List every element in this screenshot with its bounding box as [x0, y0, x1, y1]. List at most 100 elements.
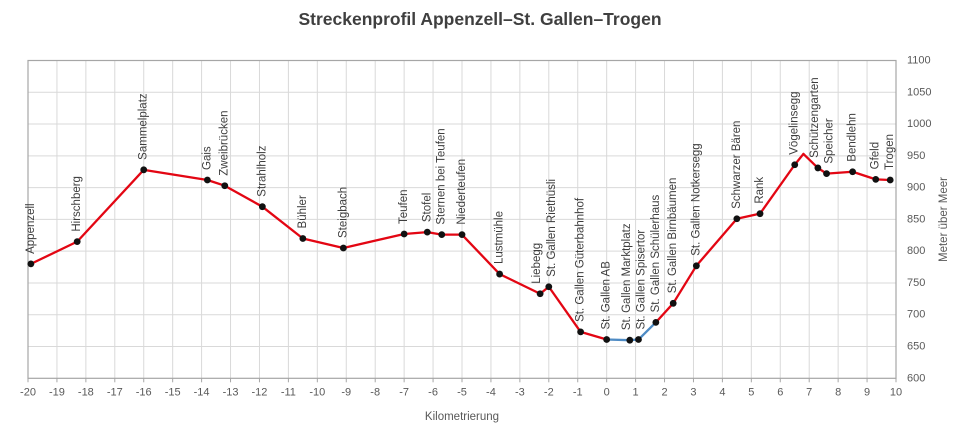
station-marker: [73, 238, 81, 246]
x-tick-label: -8: [370, 386, 380, 398]
profile-segment: [142, 168, 209, 182]
chart-title: Streckenprofil Appenzell–St. Gallen–Trog…: [298, 9, 661, 29]
x-tick-label: 5: [748, 386, 754, 398]
station-label: Zweibrücken: [219, 111, 231, 176]
x-tick-label: -17: [107, 386, 123, 398]
x-tick-label: -12: [252, 386, 268, 398]
x-tick-label: 7: [806, 386, 812, 398]
profile-segment: [851, 170, 877, 181]
profile-segment: [695, 217, 739, 267]
y-tick-label: 700: [907, 309, 925, 321]
station-marker: [652, 318, 660, 326]
profile-segment: [29, 240, 79, 266]
station-marker: [536, 290, 544, 298]
station-marker: [603, 336, 611, 343]
x-tick-label: 8: [835, 386, 841, 398]
profile-segment: [460, 233, 501, 276]
station-marker: [692, 262, 700, 270]
station-label: Bendlehn: [847, 113, 859, 162]
station-label: St. Gallen Riethüsli: [546, 179, 558, 277]
x-tick-label: -13: [223, 386, 239, 398]
profile-segment: [672, 264, 698, 305]
station-label: St. Gallen AB: [601, 261, 613, 330]
station-label: Lustmühle: [494, 211, 506, 264]
station-label: Sternen bei Teufen: [436, 128, 448, 224]
profile-segment: [402, 230, 429, 236]
station-label: Steigbach: [337, 187, 349, 238]
station-label: Schwarzer Bären: [731, 121, 743, 209]
x-tick-label: 3: [690, 386, 696, 398]
station-label: St. Gallen Marktplatz: [621, 223, 633, 330]
y-tick-label: 1050: [907, 86, 931, 98]
x-tick-label: -9: [341, 386, 351, 398]
x-tick-label: -6: [428, 386, 438, 398]
station-label: Sammelplatz: [138, 93, 150, 160]
station-marker: [438, 231, 446, 239]
x-tick-label: -15: [165, 386, 181, 398]
x-tick-label: -1: [573, 386, 583, 398]
x-tick-label: -14: [194, 386, 210, 398]
x-tick-label: 6: [777, 386, 783, 398]
station-label: Hirschberg: [71, 176, 83, 232]
station-marker: [635, 336, 642, 343]
station-marker: [458, 231, 466, 239]
station-label: St. Gallen Notkersegg: [690, 143, 702, 256]
y-axis-label: Meter über Meer: [938, 177, 950, 262]
profile-segment: [261, 205, 305, 240]
profile-segment-city: [605, 338, 631, 342]
x-tick-label: -18: [78, 386, 94, 398]
station-label: Bühler: [297, 195, 309, 228]
station-label: Gais: [201, 146, 213, 170]
profile-segment: [825, 170, 854, 175]
station-marker: [27, 260, 35, 268]
station-marker: [258, 203, 266, 211]
y-tick-label: 750: [907, 277, 925, 289]
x-tick-label: -7: [399, 386, 409, 398]
station-marker: [756, 210, 764, 218]
x-tick-label: 0: [604, 386, 610, 398]
station-marker: [669, 299, 677, 307]
x-tick-label: 4: [719, 386, 725, 398]
x-tick-label: -2: [544, 386, 554, 398]
station-marker: [299, 235, 307, 242]
station-label: Niederteufen: [456, 159, 468, 225]
x-tick-label: -5: [457, 386, 467, 398]
station-label: Teufen: [398, 189, 410, 224]
x-tick-label: 9: [864, 386, 870, 398]
profile-segment: [223, 184, 264, 208]
profile-segment: [579, 330, 608, 341]
station-label: Liebegg: [531, 243, 543, 284]
station-marker: [140, 166, 148, 174]
station-marker: [577, 328, 585, 336]
profile-segment: [342, 232, 406, 250]
station-label: Appenzell: [25, 203, 37, 254]
station-label: Speicher: [824, 118, 836, 164]
profile-segment: [301, 237, 345, 250]
x-tick-label: -19: [49, 386, 65, 398]
x-tick-label: 1: [633, 386, 639, 398]
station-marker: [400, 230, 408, 238]
station-marker: [849, 168, 856, 176]
y-tick-label: 950: [907, 150, 925, 162]
y-tick-label: 800: [907, 245, 925, 257]
station-label: Stofel: [421, 193, 433, 222]
station-label: Rank: [754, 177, 766, 204]
station-label: Gfeld: [870, 142, 882, 170]
plot-area: -20 -19 -18 -17 -16 -15 -14 -13 -12 -11 -10 -9 -8 -7-…: [20, 55, 931, 399]
x-axis-label: Kilometrierung: [425, 411, 499, 423]
profile-segment: [547, 285, 582, 334]
x-tick-label: -3: [515, 386, 525, 398]
y-tick-label: 1100: [907, 55, 931, 67]
y-tick-label: 600: [907, 372, 925, 384]
station-label: St. Gallen Schülerhaus: [650, 194, 662, 312]
y-tick-label: 900: [907, 182, 925, 194]
profile-segment: [654, 302, 675, 324]
station-marker: [423, 228, 431, 236]
profile-segment: [758, 163, 796, 215]
station-label: St. Gallen Birnbäumen: [667, 178, 679, 294]
profile-segment-city: [637, 321, 658, 341]
profile-segment: [735, 212, 762, 220]
station-label: Strahlholz: [256, 145, 268, 196]
station-marker: [791, 161, 799, 169]
